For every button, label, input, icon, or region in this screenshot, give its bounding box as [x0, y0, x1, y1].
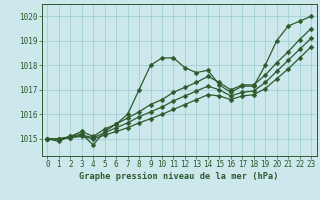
X-axis label: Graphe pression niveau de la mer (hPa): Graphe pression niveau de la mer (hPa) [79, 172, 279, 181]
